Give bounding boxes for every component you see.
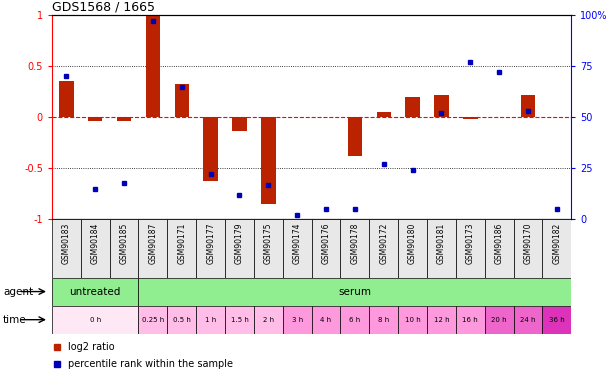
Text: 24 h: 24 h bbox=[520, 316, 536, 322]
Bar bbox=[232, 117, 247, 132]
Text: GSM90181: GSM90181 bbox=[437, 222, 446, 264]
Text: GSM90173: GSM90173 bbox=[466, 222, 475, 264]
Text: 2 h: 2 h bbox=[263, 316, 274, 322]
Bar bbox=[283, 219, 312, 278]
Bar bbox=[283, 306, 312, 334]
Text: GSM90178: GSM90178 bbox=[350, 222, 359, 264]
Bar bbox=[514, 219, 543, 278]
Bar bbox=[52, 306, 139, 334]
Bar bbox=[88, 117, 103, 121]
Bar bbox=[543, 219, 571, 278]
Bar bbox=[376, 112, 391, 117]
Text: GSM90177: GSM90177 bbox=[206, 222, 215, 264]
Bar bbox=[463, 117, 478, 119]
Text: serum: serum bbox=[338, 286, 371, 297]
Text: percentile rank within the sample: percentile rank within the sample bbox=[68, 359, 233, 369]
Bar bbox=[167, 219, 196, 278]
Bar bbox=[427, 306, 456, 334]
Text: time: time bbox=[3, 315, 27, 325]
Bar bbox=[312, 219, 340, 278]
Bar bbox=[398, 306, 427, 334]
Text: 12 h: 12 h bbox=[434, 316, 449, 322]
Text: GSM90175: GSM90175 bbox=[264, 222, 273, 264]
Text: 10 h: 10 h bbox=[404, 316, 420, 322]
Text: GSM90182: GSM90182 bbox=[552, 222, 562, 264]
Bar bbox=[434, 95, 448, 117]
Text: 1.5 h: 1.5 h bbox=[230, 316, 249, 322]
Bar bbox=[52, 219, 81, 278]
Bar bbox=[261, 117, 276, 204]
Text: GSM90180: GSM90180 bbox=[408, 222, 417, 264]
Bar bbox=[543, 306, 571, 334]
Bar bbox=[254, 306, 283, 334]
Bar bbox=[485, 306, 514, 334]
Bar bbox=[225, 219, 254, 278]
Bar bbox=[514, 306, 543, 334]
Text: GDS1568 / 1665: GDS1568 / 1665 bbox=[52, 1, 155, 14]
Text: GSM90185: GSM90185 bbox=[120, 222, 128, 264]
Text: GSM90186: GSM90186 bbox=[495, 222, 503, 264]
Bar bbox=[340, 306, 369, 334]
Text: agent: agent bbox=[3, 286, 33, 297]
Text: GSM90176: GSM90176 bbox=[321, 222, 331, 264]
Bar bbox=[59, 81, 73, 117]
Text: log2 ratio: log2 ratio bbox=[68, 342, 114, 352]
Text: 20 h: 20 h bbox=[491, 316, 507, 322]
Text: GSM90174: GSM90174 bbox=[293, 222, 302, 264]
Text: 0.5 h: 0.5 h bbox=[173, 316, 191, 322]
Bar bbox=[340, 219, 369, 278]
Text: 0 h: 0 h bbox=[90, 316, 101, 322]
Bar bbox=[117, 117, 131, 121]
Text: 0.25 h: 0.25 h bbox=[142, 316, 164, 322]
Text: 36 h: 36 h bbox=[549, 316, 565, 322]
Bar bbox=[196, 219, 225, 278]
Bar bbox=[456, 219, 485, 278]
Bar bbox=[405, 97, 420, 117]
Bar bbox=[175, 84, 189, 117]
Bar bbox=[139, 306, 167, 334]
Bar bbox=[203, 117, 218, 180]
Bar bbox=[139, 278, 571, 306]
Bar bbox=[312, 306, 340, 334]
Bar bbox=[254, 219, 283, 278]
Text: 16 h: 16 h bbox=[463, 316, 478, 322]
Bar bbox=[485, 219, 514, 278]
Bar bbox=[398, 219, 427, 278]
Bar bbox=[369, 306, 398, 334]
Text: untreated: untreated bbox=[70, 286, 121, 297]
Text: 6 h: 6 h bbox=[349, 316, 360, 322]
Text: 3 h: 3 h bbox=[291, 316, 303, 322]
Text: GSM90179: GSM90179 bbox=[235, 222, 244, 264]
Text: 4 h: 4 h bbox=[321, 316, 332, 322]
Bar bbox=[145, 15, 160, 117]
Text: GSM90184: GSM90184 bbox=[90, 222, 100, 264]
Bar bbox=[109, 219, 139, 278]
Bar bbox=[196, 306, 225, 334]
Bar bbox=[52, 278, 139, 306]
Bar bbox=[369, 219, 398, 278]
Text: GSM90170: GSM90170 bbox=[524, 222, 533, 264]
Text: GSM90187: GSM90187 bbox=[148, 222, 158, 264]
Bar bbox=[167, 306, 196, 334]
Text: 1 h: 1 h bbox=[205, 316, 216, 322]
Bar bbox=[225, 306, 254, 334]
Text: GSM90171: GSM90171 bbox=[177, 222, 186, 264]
Text: GSM90183: GSM90183 bbox=[62, 222, 71, 264]
Text: 8 h: 8 h bbox=[378, 316, 389, 322]
Bar bbox=[456, 306, 485, 334]
Bar bbox=[427, 219, 456, 278]
Bar bbox=[521, 95, 535, 117]
Bar bbox=[81, 219, 109, 278]
Bar bbox=[348, 117, 362, 156]
Bar bbox=[139, 219, 167, 278]
Text: GSM90172: GSM90172 bbox=[379, 222, 388, 264]
